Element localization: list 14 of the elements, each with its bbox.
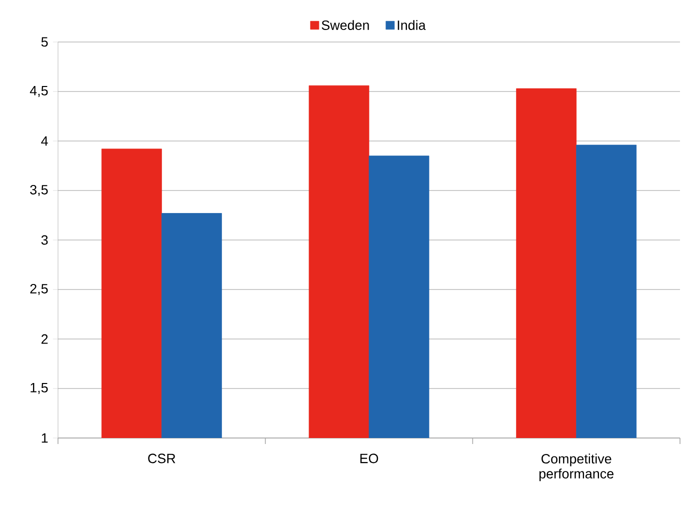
y-tick-label: 1 <box>42 433 48 443</box>
x-tick-label: EO <box>360 454 378 464</box>
y-tick-label: 1,5 <box>30 383 48 394</box>
legend-label: India <box>398 20 426 30</box>
x-tick-label: Competitive performance <box>539 454 614 482</box>
y-tick-label: 3 <box>41 235 48 245</box>
y-tick-label: 3,5 <box>30 184 48 196</box>
y-tick-label: 2 <box>42 334 48 344</box>
y-tick-label: 2,5 <box>30 284 48 296</box>
legend-label: Sweden <box>322 20 369 30</box>
y-tick-label: 4,5 <box>30 86 48 97</box>
y-tick-label: 5 <box>41 37 48 47</box>
x-tick-label: CSR <box>148 454 176 464</box>
y-tick-label: 4 <box>41 136 48 146</box>
